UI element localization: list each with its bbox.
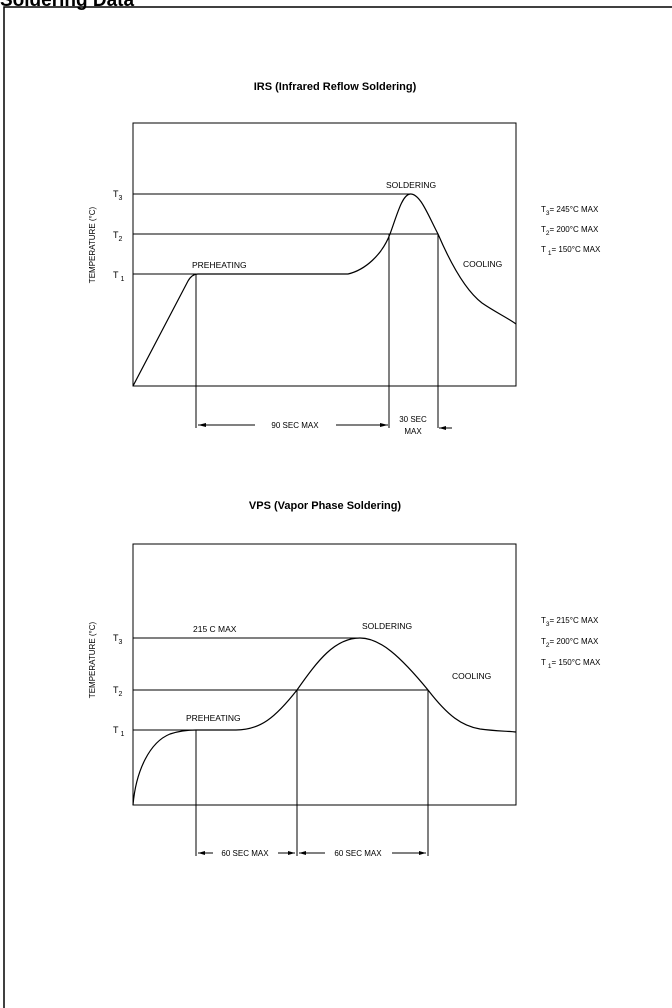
- vps-60sec-a-arrowhead-left: [198, 851, 205, 855]
- vps-plot-frame: [132, 543, 517, 806]
- irs-30sec-label: 30 SEC: [399, 415, 427, 424]
- vps-60sec-b-label: 60 SEC MAX: [334, 849, 382, 858]
- irs-30sec-label-max: MAX: [404, 427, 422, 436]
- vps-ylabel: TEMPERATURE (°C): [88, 621, 97, 698]
- vps-spec-t1: T 1= 150°C MAX: [541, 658, 601, 670]
- vps-cooling-label: COOLING: [452, 671, 491, 681]
- irs-t3-label: T3: [113, 189, 123, 202]
- irs-title: IRS (Infrared Reflow Soldering): [254, 81, 417, 93]
- irs-plot-frame: [132, 122, 517, 387]
- irs-spec-t3: T3= 245°C MAX: [541, 205, 599, 217]
- vps-preheating-label: PREHEATING: [186, 713, 241, 723]
- vps-60sec-b-arrowhead-left: [299, 851, 306, 855]
- vps-soldering-label: SOLDERING: [362, 621, 412, 631]
- irs-spec-t2: T2= 200°C MAX: [541, 225, 599, 237]
- irs-ylabel: TEMPERATURE (°C): [88, 206, 97, 283]
- irs-t2-label: T2: [113, 230, 123, 243]
- irs-30sec-arrowhead: [439, 426, 446, 430]
- irs-90sec-arrowhead-left: [198, 423, 206, 427]
- page-border: [3, 6, 672, 1008]
- vps-temperature-profile: [132, 637, 517, 806]
- vps-diagram: VPS (Vapor Phase Soldering) TEMPERATURE …: [88, 500, 601, 858]
- vps-title: VPS (Vapor Phase Soldering): [249, 500, 402, 512]
- irs-cooling-label: COOLING: [463, 259, 502, 269]
- vps-t3-label: T3: [113, 633, 123, 646]
- irs-90sec-arrowhead-right: [380, 423, 388, 427]
- irs-spec-t1: T 1= 150°C MAX: [541, 245, 601, 257]
- vps-t2-label: T2: [113, 685, 123, 698]
- vps-60sec-a-label: 60 SEC MAX: [221, 849, 269, 858]
- vps-peak-note: 215 C MAX: [193, 624, 237, 634]
- irs-preheating-label: PREHEATING: [192, 260, 247, 270]
- vps-60sec-a-arrowhead-right: [288, 851, 295, 855]
- irs-temperature-profile: [132, 193, 517, 387]
- vps-60sec-b-arrowhead-right: [419, 851, 426, 855]
- irs-soldering-label: SOLDERING: [386, 180, 436, 190]
- irs-diagram: IRS (Infrared Reflow Soldering) TEMPERAT…: [88, 81, 601, 436]
- irs-90sec-label: 90 SEC MAX: [271, 421, 319, 430]
- vps-spec-t2: T2= 200°C MAX: [541, 637, 599, 649]
- vps-spec-t3: T3= 215°C MAX: [541, 616, 599, 628]
- page-title: Soldering Data: [0, 0, 135, 11]
